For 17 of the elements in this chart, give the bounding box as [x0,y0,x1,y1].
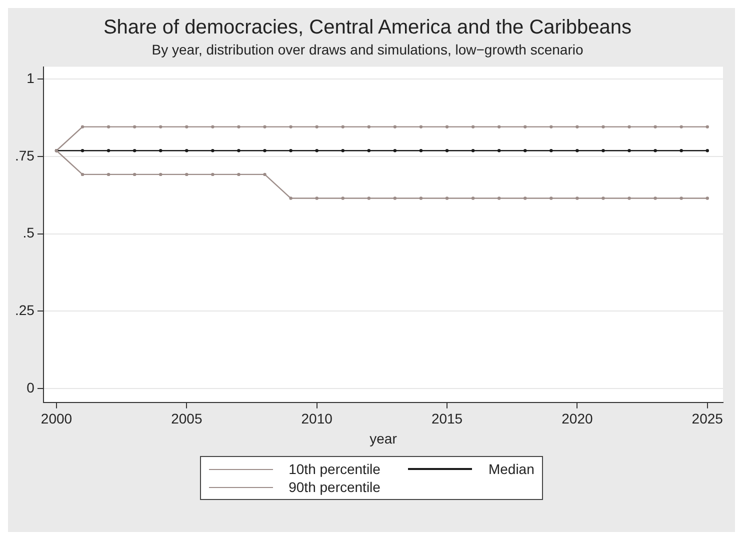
chart-subtitle: By year, distribution over draws and simulations, low−growth scenario [152,41,584,58]
x-tick-label: 2020 [562,410,593,427]
x-tick-label: 2005 [171,410,202,427]
y-tick-label: .5 [22,224,35,241]
chart-title: Share of democracies, Central America and the Caribbeans [103,16,632,39]
legend-label: 10th percentile [288,461,380,477]
legend-label: 90th percentile [288,479,380,495]
x-tick-label: 2015 [431,410,463,427]
y-tick-label: .25 [14,302,35,318]
x-tick-label: 2025 [692,410,724,427]
x-tick-label: 2010 [301,410,333,427]
legend-label: Median [488,461,534,477]
y-tick-label: 0 [26,379,35,396]
x-tick-label: 2000 [40,410,72,427]
y-tick-label: 1 [26,70,35,86]
x-axis-title: year [370,430,398,446]
y-tick-label: .75 [14,147,35,164]
